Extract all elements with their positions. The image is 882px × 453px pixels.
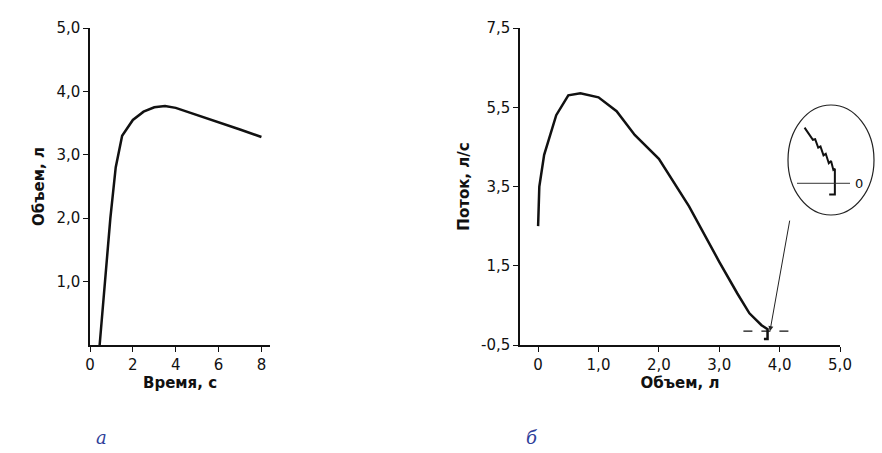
svg-text:Поток, л/с: Поток, л/с xyxy=(455,142,473,230)
svg-text:5,0: 5,0 xyxy=(828,356,852,374)
svg-text:3,0: 3,0 xyxy=(56,146,80,164)
svg-text:3,0: 3,0 xyxy=(707,356,731,374)
svg-text:0: 0 xyxy=(85,356,95,374)
svg-text:5,5: 5,5 xyxy=(486,99,510,117)
svg-text:0: 0 xyxy=(855,176,863,191)
svg-text:1,0: 1,0 xyxy=(56,273,80,291)
svg-text:Время, с: Время, с xyxy=(143,374,217,392)
svg-text:7,5: 7,5 xyxy=(486,19,510,37)
svg-text:3,5: 3,5 xyxy=(486,178,510,196)
svg-text:8: 8 xyxy=(257,356,267,374)
svg-text:4,0: 4,0 xyxy=(56,83,80,101)
svg-text:1,5: 1,5 xyxy=(486,257,510,275)
svg-text:2,0: 2,0 xyxy=(647,356,671,374)
svg-text:Объем, л: Объем, л xyxy=(30,147,48,226)
svg-text:6: 6 xyxy=(214,356,224,374)
svg-text:-0,5: -0,5 xyxy=(481,336,510,354)
svg-text:а: а xyxy=(96,427,107,448)
svg-text:2,0: 2,0 xyxy=(56,209,80,227)
svg-text:4: 4 xyxy=(171,356,181,374)
svg-text:1,0: 1,0 xyxy=(587,356,611,374)
svg-text:2: 2 xyxy=(128,356,138,374)
svg-text:б: б xyxy=(526,427,538,448)
svg-text:5,0: 5,0 xyxy=(56,19,80,37)
svg-text:0: 0 xyxy=(533,356,543,374)
svg-text:Объем, л: Объем, л xyxy=(641,374,720,392)
svg-text:4,0: 4,0 xyxy=(768,356,792,374)
